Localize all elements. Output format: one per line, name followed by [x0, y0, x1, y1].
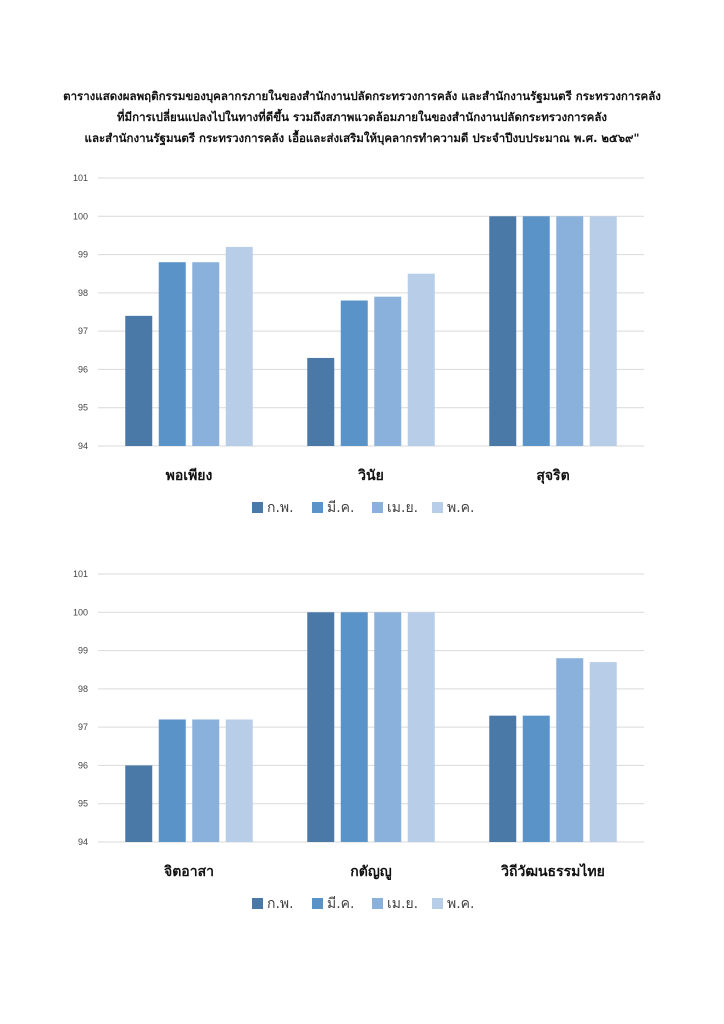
x-category-label: วินัย [357, 468, 384, 484]
bar [589, 216, 617, 446]
bar [489, 216, 517, 446]
legend-label: เม.ย. [387, 500, 418, 516]
legend-label: มี.ค. [327, 896, 355, 912]
y-tick-label: 100 [73, 607, 88, 617]
y-tick-label: 97 [78, 722, 88, 732]
bar [158, 262, 186, 446]
title-line-3: และสำนักงานรัฐมนตรี กระทรวงการคลัง เอื้อ… [84, 131, 640, 145]
bar [307, 612, 335, 842]
bar [225, 246, 253, 446]
bar [556, 216, 584, 446]
y-tick-label: 96 [78, 760, 88, 770]
title-line-2: ที่มีการเปลี่ยนแปลงไปในทางที่ดีขึ้น รวมถ… [116, 110, 608, 124]
legend-label: มี.ค. [327, 500, 355, 516]
y-tick-label: 99 [78, 250, 88, 260]
y-tick-label: 96 [78, 364, 88, 374]
bar [407, 273, 435, 446]
x-category-label: วิถีวัฒนธรรมไทย [500, 862, 605, 880]
x-category-label: จิตอาสา [163, 864, 214, 880]
bar [158, 719, 186, 842]
y-tick-label: 98 [78, 288, 88, 298]
bar [489, 715, 517, 842]
legend-swatch [372, 502, 383, 513]
legend-swatch [372, 898, 383, 909]
legend-swatch [252, 898, 263, 909]
legend-swatch [432, 898, 443, 909]
y-tick-label: 99 [78, 646, 88, 656]
y-tick-label: 98 [78, 684, 88, 694]
y-tick-label: 101 [73, 173, 88, 183]
bar [307, 357, 335, 446]
legend-swatch [252, 502, 263, 513]
y-tick-label: 100 [73, 211, 88, 221]
legend-swatch [312, 898, 323, 909]
y-tick-label: 97 [78, 326, 88, 336]
bar [374, 612, 402, 842]
bar [125, 765, 153, 842]
y-tick-label: 95 [78, 799, 88, 809]
bar [589, 662, 617, 842]
legend-swatch [312, 502, 323, 513]
bar [407, 612, 435, 842]
bar [225, 719, 253, 842]
y-tick-label: 94 [78, 441, 88, 451]
chart-title: ตารางแสดงผลพฤติกรรมของบุคลากรภายในของสำน… [20, 86, 704, 149]
bar [340, 612, 368, 842]
y-tick-label: 94 [78, 837, 88, 847]
bar [340, 300, 368, 446]
bar [374, 296, 402, 446]
bar [192, 262, 220, 446]
x-category-label: กตัญญู [350, 864, 391, 880]
bar-chart-2: 94 95 96 97 98 99 100 101 จิตอาสา กตัญญู วิถีวัฒนธ… [73, 569, 644, 912]
legend-label: ก.พ. [267, 896, 294, 912]
legend-swatch [432, 502, 443, 513]
y-tick-label: 101 [73, 569, 88, 579]
bar-chart-1: 94 95 96 97 98 99 100 101 พอเพียง วินัย สุจริตก.พ.… [73, 173, 644, 516]
title-line-1: ตารางแสดงผลพฤติกรรมของบุคลากรภายในของสำน… [63, 89, 661, 103]
bar [192, 719, 220, 842]
y-tick-label: 95 [78, 403, 88, 413]
legend-label: ก.พ. [267, 500, 294, 516]
x-category-label: พอเพียง [166, 468, 213, 484]
legend-label: พ.ค. [447, 500, 475, 516]
x-category-label: สุจริต [536, 468, 569, 484]
bar [522, 216, 550, 446]
bar [125, 315, 153, 446]
legend-label: พ.ค. [447, 896, 475, 912]
legend-label: เม.ย. [387, 896, 418, 912]
bar [522, 715, 550, 842]
bar [556, 658, 584, 842]
